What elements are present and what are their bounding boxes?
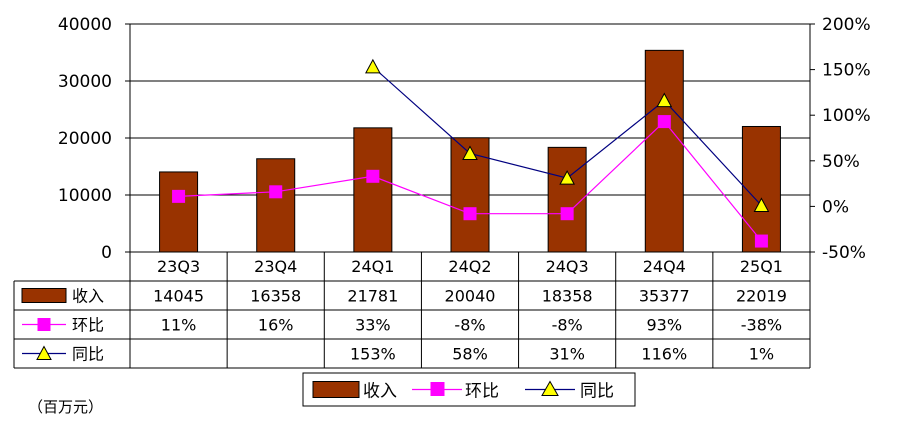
table-cell: 93% (647, 316, 683, 335)
legend-label: 环比 (465, 382, 499, 402)
table-cell: 33% (355, 316, 391, 335)
category-label: 25Q1 (740, 257, 783, 276)
bar (159, 171, 199, 253)
line-series (172, 58, 770, 248)
table-cell: 21781 (347, 287, 398, 306)
left-tick-label: 10000 (58, 186, 112, 206)
bar (547, 146, 587, 253)
row-label: 收入 (72, 287, 104, 306)
data-table: 23Q3 23Q4 24Q1 24Q2 24Q3 24Q4 25Q1 收入 14045 16358… (13, 251, 811, 369)
legend-label: 收入 (363, 382, 397, 402)
right-tick-label: 50% (822, 152, 860, 172)
legend-key-triangle (541, 380, 559, 396)
square-marker (172, 189, 186, 203)
legend-label: 同比 (580, 382, 614, 402)
table-cell: 14045 (153, 287, 204, 306)
triangle-marker (559, 170, 575, 185)
row-label: 环比 (72, 316, 104, 335)
table-cell: 20040 (445, 287, 496, 306)
left-tick-label: 20000 (58, 129, 112, 149)
square-marker (366, 169, 380, 183)
triangle-marker (656, 92, 673, 108)
bar (256, 158, 296, 253)
legend-key-bar (21, 288, 67, 303)
category-label: 23Q3 (157, 257, 200, 276)
table-cell: -8% (454, 316, 485, 335)
category-label: 24Q2 (448, 257, 491, 276)
category-label: 24Q4 (643, 257, 686, 276)
legend-key-square (37, 318, 51, 331)
triangle-marker (462, 145, 478, 161)
right-tick-label: -50% (822, 243, 866, 263)
table-cell: 31% (549, 345, 585, 364)
table-cell: -38% (741, 316, 782, 335)
table-cell: 16358 (250, 287, 301, 306)
triangle-marker (365, 58, 381, 74)
category-label: 24Q1 (351, 257, 394, 276)
square-marker (657, 115, 671, 129)
table-cell: 1% (749, 345, 774, 364)
table-cell: 35377 (639, 287, 690, 306)
category-label: 24Q3 (546, 257, 589, 276)
square-marker (269, 185, 283, 199)
table-cell: 116% (641, 345, 687, 364)
table-cell: -8% (552, 316, 583, 335)
left-tick-label: 40000 (58, 15, 112, 35)
table-cell: 153% (350, 345, 396, 364)
table-cell: 22019 (736, 287, 787, 306)
legend-key-square (430, 382, 445, 396)
table-cell: 58% (452, 345, 488, 364)
square-marker (560, 207, 574, 221)
legend-key-triangle (36, 345, 52, 360)
bar (644, 49, 684, 253)
right-tick-label: 0% (822, 197, 849, 217)
legend: 收入 环比 同比 (302, 372, 636, 407)
bar (353, 127, 393, 253)
unit-label: （百万元） (28, 398, 104, 416)
triangle-marker (753, 197, 770, 212)
left-tick-label: 0 (101, 243, 112, 263)
square-marker (463, 207, 477, 221)
row-label: 同比 (72, 345, 104, 364)
axes: 0 10000 20000 30000 40000 -50% 0% 50% 100% 150% 20… (58, 15, 871, 263)
square-marker (754, 234, 768, 248)
bar-series (159, 49, 781, 253)
bar (741, 125, 781, 253)
category-label: 23Q4 (254, 257, 297, 276)
legend-key-bar (312, 381, 360, 398)
table-cell: 18358 (542, 287, 593, 306)
left-tick-label: 30000 (58, 72, 112, 92)
table-cell: 16% (258, 316, 294, 335)
right-tick-label: 200% (822, 15, 871, 35)
right-tick-label: 150% (822, 61, 871, 81)
right-tick-label: 100% (822, 106, 871, 126)
table-cell: 11% (161, 316, 197, 335)
